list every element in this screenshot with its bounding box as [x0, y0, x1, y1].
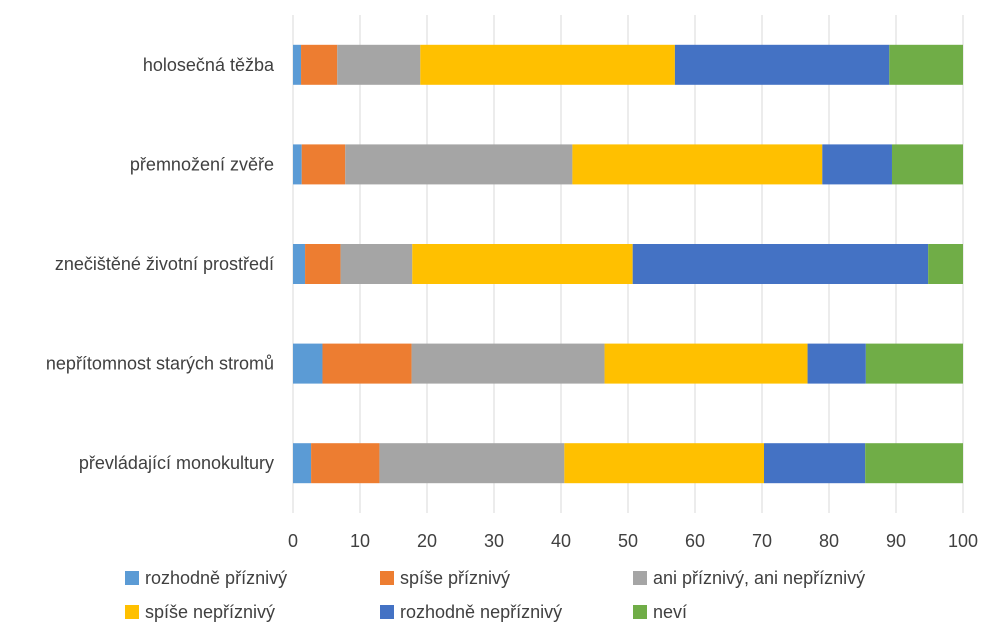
legend-label: spíše příznivý [400, 568, 510, 588]
category-label: přemnožení zvěře [130, 154, 274, 174]
bar-segment [889, 44, 963, 85]
legend-swatch [125, 571, 139, 585]
bar-segment [632, 244, 929, 284]
bar-segment [340, 244, 413, 284]
x-tick-label: 60 [685, 531, 705, 551]
legend: rozhodně příznivý spíše příznivý ani přízn… [125, 568, 865, 622]
bar-segment [311, 443, 380, 484]
x-tick-label: 10 [350, 531, 370, 551]
bar-segment [293, 443, 312, 484]
x-tick-label: 0 [288, 531, 298, 551]
bars [293, 44, 963, 484]
bar-segment [293, 343, 323, 384]
x-tick-label: 20 [417, 531, 437, 551]
legend-swatch [380, 571, 394, 585]
bar-segment [305, 244, 341, 284]
x-tick-label: 50 [618, 531, 638, 551]
x-tick-label: 90 [886, 531, 906, 551]
legend-label: rozhodně příznivý [145, 568, 287, 588]
bar-segment [564, 443, 765, 484]
bar-segment [337, 44, 421, 85]
bar-segment [411, 343, 605, 384]
bar-segment [322, 343, 412, 384]
bar-segment [293, 244, 306, 284]
legend-label: rozhodně nepříznivý [400, 602, 562, 622]
bar-segment [293, 44, 302, 85]
bar-segment [764, 443, 866, 484]
legend-swatch [125, 605, 139, 619]
bar-segment [379, 443, 565, 484]
legend-swatch [633, 605, 647, 619]
bar-segment [807, 343, 866, 384]
bar-segment [928, 244, 963, 284]
bar-segment [412, 244, 633, 284]
bar-segment [604, 343, 808, 384]
legend-swatch [633, 571, 647, 585]
bar-segment [572, 144, 823, 185]
x-tick-label: 70 [752, 531, 772, 551]
bar-segment [345, 144, 573, 185]
bar-segment [891, 144, 963, 185]
bar-segment [293, 144, 302, 185]
legend-label: neví [653, 602, 687, 622]
category-label: znečištěné životní prostředí [55, 254, 274, 274]
category-label: holosečná těžba [143, 55, 275, 75]
x-tick-label: 100 [948, 531, 978, 551]
bar-segment [865, 343, 963, 384]
bar-segment [822, 144, 892, 185]
legend-label: ani příznivý, ani nepříznivý [653, 568, 865, 588]
category-labels: holosečná těžba přemnožení zvěře znečištěn… [46, 55, 275, 473]
x-tick-label: 30 [484, 531, 504, 551]
x-tick-label: 40 [551, 531, 571, 551]
bar-segment [301, 144, 346, 185]
bar-segment [420, 44, 675, 85]
x-tick-label: 80 [819, 531, 839, 551]
category-label: nepřítomnost starých stromů [46, 354, 274, 374]
legend-label: spíše nepříznivý [145, 602, 275, 622]
x-axis-tick-labels: 0 10 20 30 40 50 60 70 80 90 100 [288, 531, 978, 551]
bar-segment [674, 44, 890, 85]
bar-segment [301, 44, 338, 85]
legend-swatch [380, 605, 394, 619]
category-label: převládající monokultury [79, 453, 274, 473]
bar-segment [865, 443, 963, 484]
